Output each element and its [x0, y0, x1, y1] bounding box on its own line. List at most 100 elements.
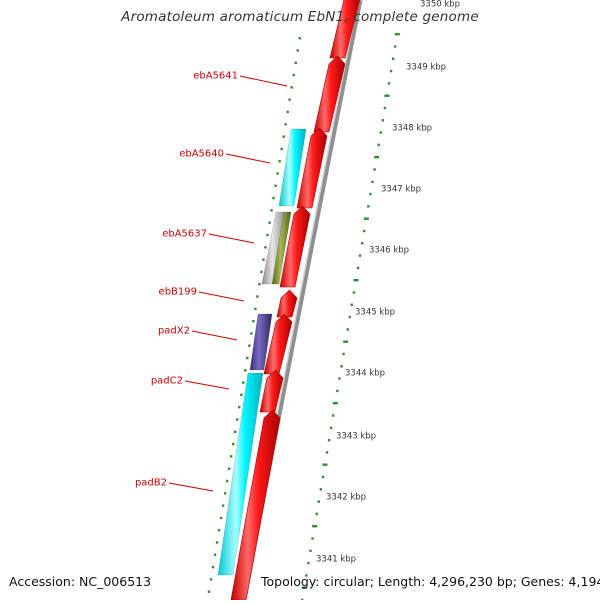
scale-tick: [227, 467, 231, 470]
scale-tick: [217, 529, 221, 532]
reverse-gene-block: [249, 313, 273, 371]
scale-tick: [319, 488, 323, 491]
scale-tick: [312, 525, 318, 528]
scale-tick: [274, 184, 277, 187]
scale-tick: [240, 393, 243, 397]
scale-tick: [305, 574, 308, 577]
scale-label: 3342 kbp: [326, 493, 366, 503]
scale-tick: [268, 221, 271, 224]
scale-tick: [329, 426, 333, 429]
scale-tick: [219, 516, 223, 520]
scale-tick: [284, 123, 287, 126]
scale-tick: [369, 192, 372, 196]
scale-tick: [282, 135, 285, 138]
scale-tick: [363, 229, 366, 233]
scale-tick: [383, 106, 387, 110]
forward-gene-arrow: [313, 55, 346, 133]
gene-label-leader: [198, 291, 245, 302]
scale-tick: [236, 418, 239, 421]
scale-tick: [394, 45, 397, 48]
scale-tick: [262, 258, 265, 261]
scale-tick: [358, 254, 362, 257]
map-title: Aromatoleum aromaticum EbN1, complete ge…: [121, 9, 479, 25]
scale-tick: [286, 110, 289, 114]
scale-tick: [244, 369, 247, 372]
scale-tick: [221, 504, 225, 507]
scale-tick: [379, 131, 382, 134]
scale-tick: [373, 168, 376, 171]
scale-tick: [246, 356, 249, 360]
forward-gene-arrow: [296, 127, 328, 209]
scale-tick: [332, 414, 335, 417]
gene-label: ebA5640: [179, 149, 224, 160]
scale-tick: [252, 319, 255, 323]
scale-tick: [229, 455, 233, 458]
scale-tick: [272, 196, 275, 200]
scale-tick: [280, 147, 283, 151]
scale-tick: [276, 172, 279, 175]
scale-tick: [213, 553, 217, 556]
scale-tick: [296, 49, 299, 52]
scale-tick: [332, 402, 338, 405]
gene-label-leader: [184, 380, 230, 390]
scale-tick: [232, 442, 235, 446]
scale-tick: [315, 512, 318, 516]
scale-tick: [374, 156, 380, 159]
scale-tick: [309, 549, 312, 552]
scale-tick: [327, 438, 331, 442]
scale-tick: [353, 279, 359, 282]
scale-tick: [256, 295, 259, 298]
scale-tick: [215, 541, 219, 544]
scale-tick: [350, 303, 354, 306]
scale-tick: [264, 246, 267, 249]
scale-tick: [301, 586, 307, 589]
scale-tick: [250, 332, 253, 335]
scale-tick: [223, 492, 227, 495]
scale-tick: [292, 73, 295, 77]
scale-label: 3350 kbp: [420, 0, 460, 10]
gene-label-leader: [239, 75, 288, 87]
scale-label: 3344 kbp: [345, 369, 385, 379]
scale-tick: [322, 463, 328, 466]
gene-label: padB2: [135, 478, 167, 489]
scale-label: 3341 kbp: [316, 555, 356, 565]
scale-tick: [298, 37, 301, 40]
topology-text: Topology: circular; Length: 4,296,230 bp…: [261, 574, 600, 589]
scale-tick: [321, 475, 325, 479]
gene-label-leader: [208, 233, 255, 244]
scale-tick: [342, 352, 345, 356]
scale-tick: [356, 266, 360, 270]
reverse-gene-block: [271, 211, 292, 285]
scale-label: 3343 kbp: [336, 432, 376, 442]
scale-label: 3348 kbp: [392, 124, 432, 134]
reverse-gene-block: [261, 211, 286, 285]
scale-tick: [367, 205, 370, 208]
scale-tick: [338, 377, 341, 380]
scale-tick: [348, 315, 351, 319]
gene-label-leader: [225, 153, 271, 164]
scale-tick: [336, 389, 339, 393]
scale-tick: [311, 537, 314, 540]
forward-gene-arrow: [329, 0, 361, 59]
scale-tick: [360, 242, 364, 245]
scale-tick: [352, 291, 356, 294]
forward-gene-arrow: [276, 289, 298, 318]
scale-tick: [225, 479, 229, 483]
scale-tick: [294, 61, 297, 64]
gene-label-leader: [168, 482, 214, 492]
scale-tick: [242, 381, 245, 384]
scale-label: 3345 kbp: [355, 308, 395, 318]
scale-tick: [394, 33, 400, 36]
gene-label: ebB199: [159, 287, 197, 298]
scale-tick: [343, 340, 349, 343]
scale-tick: [234, 430, 237, 433]
scale-tick: [377, 143, 380, 147]
scale-label: 3347 kbp: [381, 185, 421, 195]
scale-tick: [381, 119, 385, 122]
reverse-gene-block: [217, 372, 264, 576]
forward-gene-arrow: [279, 205, 311, 288]
reverse-gene-block: [278, 128, 307, 207]
gene-label: padX2: [158, 326, 190, 337]
scale-tick: [307, 561, 310, 565]
